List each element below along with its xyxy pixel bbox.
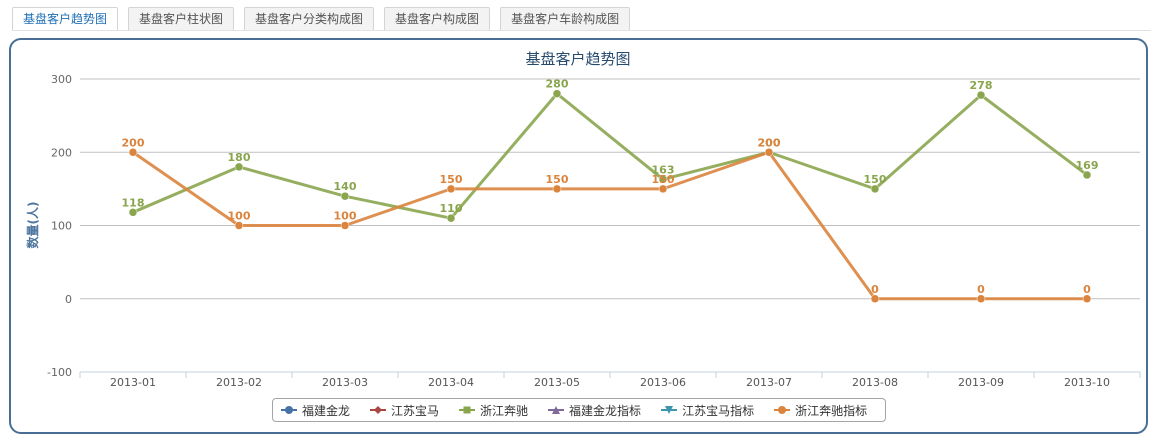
series-line-2 bbox=[132, 92, 1088, 220]
data-label: 0 bbox=[977, 283, 985, 296]
legend-symbol-icon bbox=[370, 406, 387, 414]
data-label: 150 bbox=[652, 173, 675, 186]
data-point[interactable] bbox=[976, 294, 986, 303]
legend-item-4[interactable]: 江苏宝马指标 bbox=[661, 402, 754, 419]
series-line-5 bbox=[132, 150, 1087, 301]
data-label: 140 bbox=[334, 180, 357, 193]
data-label: 0 bbox=[1083, 283, 1091, 296]
data-label: 100 bbox=[334, 210, 357, 223]
tab-0[interactable]: 基盘客户趋势图 bbox=[12, 7, 119, 30]
x-tick-label: 2013-10 bbox=[1064, 376, 1110, 389]
data-label: 169 bbox=[1076, 159, 1099, 172]
x-tick-label: 2013-04 bbox=[428, 376, 474, 389]
data-point[interactable] bbox=[340, 221, 350, 230]
legend-label: 福建金龙指标 bbox=[569, 403, 642, 418]
data-point[interactable] bbox=[128, 148, 138, 157]
tab-bar: 基盘客户趋势图 基盘客户柱状图 基盘客户分类构成图 基盘客户构成图 基盘客户车龄构成图 bbox=[12, 7, 640, 31]
data-point[interactable] bbox=[764, 148, 774, 157]
data-point[interactable] bbox=[446, 213, 456, 223]
legend-label: 浙江奔驰指标 bbox=[795, 403, 868, 418]
x-tick-label: 2013-08 bbox=[852, 376, 898, 389]
legend-symbol-icon bbox=[281, 406, 297, 414]
data-label: 100 bbox=[228, 210, 251, 223]
legend-item-3[interactable]: 福建金龙指标 bbox=[548, 402, 641, 419]
data-point[interactable] bbox=[552, 89, 562, 98]
chart-legend: 福建金龙 江苏宝马 浙江奔驰 福建金龙指标 江苏宝马指标 浙江奔驰指标 bbox=[272, 398, 886, 422]
data-label: 110 bbox=[440, 202, 463, 215]
data-label: 180 bbox=[228, 151, 251, 164]
data-point[interactable] bbox=[340, 191, 350, 201]
data-label: 280 bbox=[546, 78, 569, 91]
legend-symbol-icon bbox=[459, 406, 476, 414]
x-tick-label: 2013-05 bbox=[534, 376, 580, 389]
tab-3[interactable]: 基盘客户构成图 bbox=[384, 7, 491, 30]
y-axis-label: 数量(人) bbox=[25, 202, 40, 249]
y-tick-label: 200 bbox=[51, 146, 72, 159]
legend-label: 江苏宝马指标 bbox=[682, 403, 755, 418]
data-point[interactable] bbox=[234, 162, 244, 172]
legend-symbol-icon bbox=[548, 406, 565, 414]
x-tick-label: 2013-06 bbox=[640, 376, 686, 389]
data-point[interactable] bbox=[870, 184, 880, 194]
legend-symbol-icon bbox=[774, 406, 791, 414]
data-label: 0 bbox=[871, 283, 879, 296]
y-tick-label: 300 bbox=[51, 73, 72, 86]
legend-symbol-icon bbox=[661, 406, 678, 414]
x-tick-label: 2013-02 bbox=[216, 376, 262, 389]
data-label: 150 bbox=[864, 173, 887, 186]
data-label: 200 bbox=[758, 136, 781, 149]
tab-4[interactable]: 基盘客户车龄构成图 bbox=[500, 7, 631, 30]
data-point[interactable] bbox=[870, 294, 880, 303]
data-point[interactable] bbox=[552, 184, 562, 194]
legend-label: 江苏宝马 bbox=[391, 403, 440, 418]
data-label: 150 bbox=[546, 173, 569, 186]
legend-item-5[interactable]: 浙江奔驰指标 bbox=[774, 402, 867, 419]
data-point[interactable] bbox=[658, 184, 668, 194]
tab-1[interactable]: 基盘客户柱状图 bbox=[128, 7, 235, 30]
data-point[interactable] bbox=[128, 208, 138, 217]
data-point[interactable] bbox=[976, 90, 986, 100]
data-label: 200 bbox=[122, 136, 145, 149]
data-point[interactable] bbox=[658, 175, 668, 184]
x-tick-label: 2013-09 bbox=[958, 376, 1004, 389]
x-tick-label: 2013-07 bbox=[746, 376, 792, 389]
tab-2[interactable]: 基盘客户分类构成图 bbox=[244, 7, 375, 30]
y-tick-label: 0 bbox=[65, 293, 72, 306]
data-point[interactable] bbox=[1082, 294, 1092, 303]
x-tick-label: 2013-03 bbox=[322, 376, 368, 389]
tab-divider bbox=[12, 30, 1151, 31]
data-label: 118 bbox=[122, 196, 145, 209]
y-tick-label: -100 bbox=[47, 366, 72, 379]
legend-item-2[interactable]: 浙江奔驰 bbox=[459, 402, 528, 419]
y-tick-label: 100 bbox=[51, 220, 72, 233]
chart-title: 基盘客户趋势图 bbox=[525, 50, 630, 68]
data-point[interactable] bbox=[234, 221, 244, 230]
data-point[interactable] bbox=[446, 184, 456, 194]
legend-item-1[interactable]: 江苏宝马 bbox=[370, 402, 439, 419]
legend-item-0[interactable]: 福建金龙 bbox=[281, 402, 350, 419]
data-label: 278 bbox=[970, 79, 993, 92]
data-label: 163 bbox=[652, 163, 675, 176]
data-label: 150 bbox=[440, 173, 463, 186]
legend-label: 浙江奔驰 bbox=[480, 403, 529, 418]
data-point[interactable] bbox=[1082, 170, 1092, 180]
x-tick-label: 2013-01 bbox=[110, 376, 156, 389]
legend-label: 福建金龙 bbox=[302, 403, 351, 418]
data-label: 200 bbox=[758, 136, 781, 149]
chart-panel bbox=[9, 38, 1148, 434]
